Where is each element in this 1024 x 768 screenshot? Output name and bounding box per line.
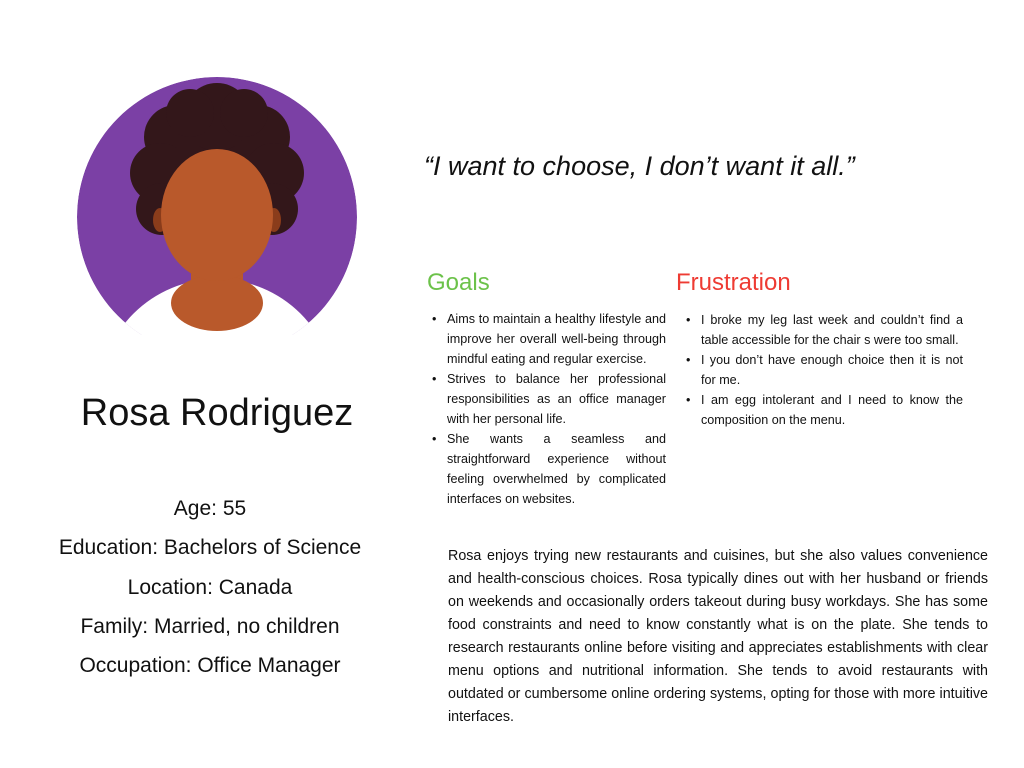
persona-education: Education: Bachelors of Science [58,536,362,560]
frustration-list: I broke my leg last week and couldn’t fi… [681,310,963,430]
persona-age: Age: 55 [173,497,247,520]
goal-item: She wants a seamless and straightforward… [427,429,666,509]
goal-item: Aims to maintain a healthy lifestyle and… [427,309,666,369]
persona-quote: “I want to choose, I don’t want it all.” [424,151,855,181]
goals-heading: Goals [427,269,490,296]
persona-name: Rosa Rodriguez [80,392,354,434]
persona-location: Location: Canada [127,575,293,599]
frustration-item: I you don’t have enough choice then it i… [681,350,963,390]
persona-occupation: Occupation: Office Manager [79,654,341,678]
frustration-item: I broke my leg last week and couldn’t fi… [681,310,963,350]
goals-list: Aims to maintain a healthy lifestyle and… [427,309,666,509]
persona-bio: Rosa enjoys trying new restaurants and c… [448,548,988,725]
persona-avatar [76,77,358,357]
goal-item: Strives to balance her professional resp… [427,369,666,429]
persona-family: Family: Married, no children [80,614,340,638]
frustration-heading: Frustration [676,269,791,296]
persona-facts: Age: 55 Education: Bachelors of Science … [30,489,390,685]
frustration-item: I am egg intolerant and I need to know t… [681,390,963,430]
